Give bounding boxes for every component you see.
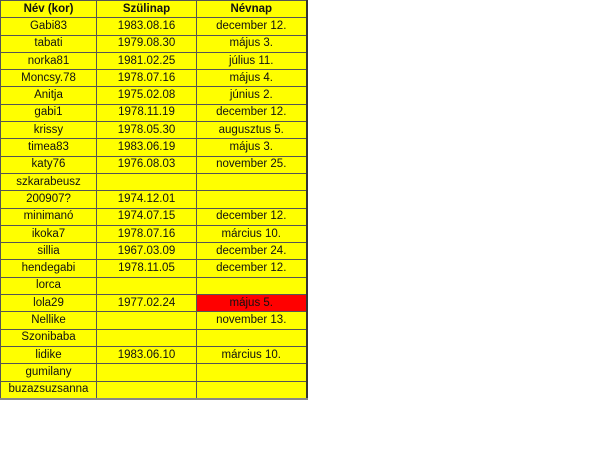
nameday-cell[interactable]: május 4. xyxy=(196,69,307,88)
birthday-cell[interactable] xyxy=(96,276,197,296)
table-row: katy76 1976.08.03 november 25. xyxy=(0,155,307,174)
nameday-cell[interactable] xyxy=(196,363,307,382)
nameday-cell[interactable]: december 24. xyxy=(196,242,307,261)
table-row: Moncsy.78 1978.07.16 május 4. xyxy=(0,69,307,88)
table-row: Szonibaba xyxy=(0,328,307,347)
name-cell[interactable]: ikoka7 xyxy=(0,224,97,244)
table-row: Nellike november 13. xyxy=(0,311,307,330)
nameday-cell[interactable]: június 2. xyxy=(196,86,307,105)
table-row: gumilany xyxy=(0,363,307,382)
birthday-cell[interactable]: 1978.11.05 xyxy=(96,259,197,278)
name-cell[interactable]: lorca xyxy=(0,276,97,296)
name-cell[interactable]: Gabi83 xyxy=(0,17,97,36)
birthday-cell[interactable]: 1979.08.30 xyxy=(96,34,197,53)
header-name[interactable]: Név (kor) xyxy=(0,0,97,19)
birthday-cell[interactable]: 1976.08.03 xyxy=(96,155,197,174)
table-row: lola29 1977.02.24 május 5. xyxy=(0,294,307,313)
nameday-cell[interactable] xyxy=(196,328,307,347)
birthday-cell[interactable]: 1983.06.10 xyxy=(96,345,197,365)
header-nameday[interactable]: Névnap xyxy=(196,0,307,19)
name-cell[interactable]: Szonibaba xyxy=(0,328,97,347)
nameday-cell[interactable]: december 12. xyxy=(196,259,307,278)
birthday-cell[interactable]: 1978.07.16 xyxy=(96,224,197,244)
nameday-cell[interactable]: március 10. xyxy=(196,345,307,365)
name-cell[interactable]: lidike xyxy=(0,345,97,365)
name-cell[interactable]: minimanó xyxy=(0,207,97,226)
name-cell[interactable]: buzazsuzsanna xyxy=(0,380,97,400)
table-row: gabi1 1978.11.19 december 12. xyxy=(0,103,307,123)
table-row: Gabi83 1983.08.16 december 12. xyxy=(0,17,307,36)
birthday-cell[interactable]: 1983.08.16 xyxy=(96,17,197,36)
birthday-cell[interactable]: 1974.07.15 xyxy=(96,207,197,226)
birthday-cell[interactable]: 1978.05.30 xyxy=(96,121,197,140)
table-row: hendegabi 1978.11.05 december 12. xyxy=(0,259,307,278)
nameday-cell[interactable]: május 3. xyxy=(196,138,307,157)
name-cell[interactable]: gumilany xyxy=(0,363,97,382)
header-birthday[interactable]: Szülinap xyxy=(96,0,197,19)
nameday-cell[interactable]: november 25. xyxy=(196,155,307,174)
nameday-cell[interactable] xyxy=(196,276,307,296)
nameday-cell[interactable]: május 5. xyxy=(196,294,307,313)
name-cell[interactable]: Nellike xyxy=(0,311,97,330)
nameday-cell[interactable]: május 3. xyxy=(196,34,307,53)
name-cell[interactable]: tabati xyxy=(0,34,97,53)
table-row: buzazsuzsanna xyxy=(0,380,307,400)
table-row: 200907? 1974.12.01 xyxy=(0,190,307,209)
table-row: tabati 1979.08.30 május 3. xyxy=(0,34,307,53)
name-cell[interactable]: timea83 xyxy=(0,138,97,157)
nameday-cell[interactable] xyxy=(196,380,307,400)
birthday-cell[interactable] xyxy=(96,172,197,192)
name-cell[interactable]: katy76 xyxy=(0,155,97,174)
table-row: minimanó 1974.07.15 december 12. xyxy=(0,207,307,226)
name-cell[interactable]: hendegabi xyxy=(0,259,97,278)
name-cell[interactable]: gabi1 xyxy=(0,103,97,123)
birthday-cell[interactable]: 1977.02.24 xyxy=(96,294,197,313)
birthday-table: Név (kor) Szülinap Névnap Gabi83 1983.08.… xyxy=(0,0,308,400)
nameday-cell[interactable]: július 11. xyxy=(196,51,307,71)
name-cell[interactable]: norka81 xyxy=(0,51,97,71)
table-row: szkarabeusz xyxy=(0,172,307,192)
nameday-cell[interactable]: december 12. xyxy=(196,103,307,123)
table-row: timea83 1983.06.19 május 3. xyxy=(0,138,307,157)
name-cell[interactable]: krissy xyxy=(0,121,97,140)
birthday-cell[interactable]: 1981.02.25 xyxy=(96,51,197,71)
birthday-cell[interactable] xyxy=(96,328,197,347)
nameday-cell[interactable] xyxy=(196,172,307,192)
name-cell[interactable]: sillia xyxy=(0,242,97,261)
table-row: ikoka7 1978.07.16 március 10. xyxy=(0,224,307,244)
name-cell[interactable]: 200907? xyxy=(0,190,97,209)
table-row: norka81 1981.02.25 július 11. xyxy=(0,51,307,71)
nameday-cell[interactable]: március 10. xyxy=(196,224,307,244)
nameday-cell[interactable]: december 12. xyxy=(196,207,307,226)
table-row: lorca xyxy=(0,276,307,296)
nameday-cell[interactable]: augusztus 5. xyxy=(196,121,307,140)
nameday-cell[interactable]: december 12. xyxy=(196,17,307,36)
header-row: Név (kor) Szülinap Névnap xyxy=(0,0,307,19)
birthday-cell[interactable]: 1983.06.19 xyxy=(96,138,197,157)
birthday-cell[interactable]: 1978.07.16 xyxy=(96,69,197,88)
table-row: lidike 1983.06.10 március 10. xyxy=(0,345,307,365)
table-row: sillia 1967.03.09 december 24. xyxy=(0,242,307,261)
nameday-cell[interactable]: november 13. xyxy=(196,311,307,330)
table-row: krissy 1978.05.30 augusztus 5. xyxy=(0,121,307,140)
name-cell[interactable]: Moncsy.78 xyxy=(0,69,97,88)
name-cell[interactable]: szkarabeusz xyxy=(0,172,97,192)
birthday-cell[interactable] xyxy=(96,363,197,382)
birthday-cell[interactable]: 1975.02.08 xyxy=(96,86,197,105)
birthday-cell[interactable] xyxy=(96,311,197,330)
birthday-cell[interactable]: 1974.12.01 xyxy=(96,190,197,209)
birthday-cell[interactable]: 1978.11.19 xyxy=(96,103,197,123)
birthday-cell[interactable] xyxy=(96,380,197,400)
table-row: Anitja 1975.02.08 június 2. xyxy=(0,86,307,105)
name-cell[interactable]: Anitja xyxy=(0,86,97,105)
nameday-cell[interactable] xyxy=(196,190,307,209)
name-cell[interactable]: lola29 xyxy=(0,294,97,313)
birthday-cell[interactable]: 1967.03.09 xyxy=(96,242,197,261)
